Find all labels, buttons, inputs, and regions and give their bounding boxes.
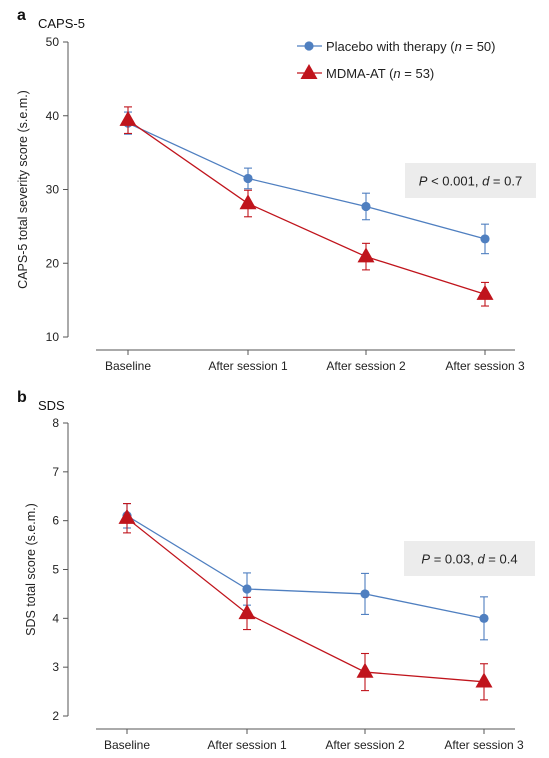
data-point-mdma	[356, 662, 374, 678]
legend-paren: (	[450, 39, 455, 54]
d-operator: =	[489, 174, 504, 189]
series-line-placebo	[127, 122, 486, 240]
y-axis-label: CAPS-5 total severity score (s.e.m.)	[16, 90, 30, 289]
y-tick-label: 8	[52, 416, 59, 430]
data-point-placebo	[480, 234, 490, 244]
y-tick-label: 7	[52, 465, 59, 479]
data-point-mdma	[476, 284, 494, 300]
legend-n-value: = 50)	[462, 39, 496, 54]
data-point-placebo	[242, 584, 252, 594]
p-value: 0.001	[442, 174, 475, 189]
d-value: 0.7	[504, 174, 522, 189]
d-operator: =	[485, 552, 500, 567]
data-point-mdma	[119, 110, 137, 126]
stat-separator: ,	[470, 552, 477, 567]
legend: Placebo with therapy (n = 50)MDMA-AT (n …	[297, 39, 495, 81]
p-operator: <	[427, 174, 442, 189]
stat-separator: ,	[475, 174, 482, 189]
y-axis-label: SDS total score (s.e.m.)	[24, 503, 38, 636]
legend-n-symbol: n	[455, 39, 462, 54]
stat-annotation: P = 0.03, d = 0.4	[421, 552, 517, 567]
d-symbol: d	[477, 552, 485, 567]
x-tick-label: After session 1	[208, 359, 288, 373]
series-line-placebo	[126, 515, 485, 619]
y-tick-label: 10	[46, 330, 60, 344]
stat-annotation: P < 0.001, d = 0.7	[419, 174, 522, 189]
data-point-placebo	[361, 201, 371, 212]
legend-n-symbol: n	[393, 66, 400, 81]
d-symbol: d	[482, 174, 490, 189]
panel-a-caps5: a CAPS-5 10 20 30 40 50 CAPS-5 total severity s…	[16, 7, 536, 373]
x-tick-label: After session 2	[326, 359, 406, 373]
d-value: 0.4	[500, 552, 518, 567]
y-tick-label: 4	[52, 611, 59, 625]
data-point-mdma	[118, 508, 136, 524]
y-tick-label: 30	[46, 183, 60, 197]
series-line-mdma	[127, 119, 486, 295]
stat-box	[404, 541, 535, 576]
data-point-mdma	[238, 604, 256, 620]
panel-b-sds: b SDS 2 3 4 5 6 7 8 SDS total score (s.e.m.) Basel…	[17, 389, 535, 752]
p-value: 0.03	[445, 552, 470, 567]
x-tick-label: After session 1	[207, 738, 287, 752]
x-tick-label: Baseline	[105, 359, 151, 373]
legend-label: Placebo with therapy (n = 50)	[326, 39, 495, 54]
data-point-mdma	[239, 194, 257, 210]
panel-letter: b	[17, 389, 27, 406]
data-point-placebo	[243, 173, 253, 184]
p-symbol: P	[421, 552, 430, 567]
chart-title: CAPS-5	[38, 16, 85, 31]
p-symbol: P	[419, 174, 428, 189]
y-tick-label: 2	[52, 709, 59, 723]
y-tick-label: 20	[46, 256, 60, 270]
y-tick-label: 6	[52, 514, 59, 528]
p-operator: =	[430, 552, 445, 567]
chart-title: SDS	[38, 398, 65, 413]
x-tick-label: After session 3	[444, 738, 524, 752]
legend-marker-mdma	[300, 64, 318, 79]
legend-n-value: = 53)	[401, 66, 435, 81]
y-tick-label: 50	[46, 35, 60, 49]
legend-series-name: Placebo with therapy	[326, 39, 450, 54]
data-point-mdma	[475, 672, 493, 688]
legend-series-name: MDMA-AT	[326, 66, 389, 81]
legend-paren: (	[389, 66, 394, 81]
data-point-mdma	[357, 247, 375, 263]
y-tick-label: 40	[46, 109, 60, 123]
x-tick-label: Baseline	[104, 738, 150, 752]
x-tick-label: After session 2	[325, 738, 405, 752]
panel-letter: a	[17, 7, 26, 24]
y-tick-label: 3	[52, 660, 59, 674]
stat-box	[405, 163, 536, 198]
x-tick-label: After session 3	[445, 359, 525, 373]
series-line-mdma	[126, 517, 485, 683]
data-point-placebo	[360, 589, 370, 599]
y-tick-label: 5	[52, 563, 59, 577]
data-point-placebo	[479, 613, 489, 623]
legend-marker-placebo	[304, 41, 314, 51]
legend-label: MDMA-AT (n = 53)	[326, 66, 434, 81]
